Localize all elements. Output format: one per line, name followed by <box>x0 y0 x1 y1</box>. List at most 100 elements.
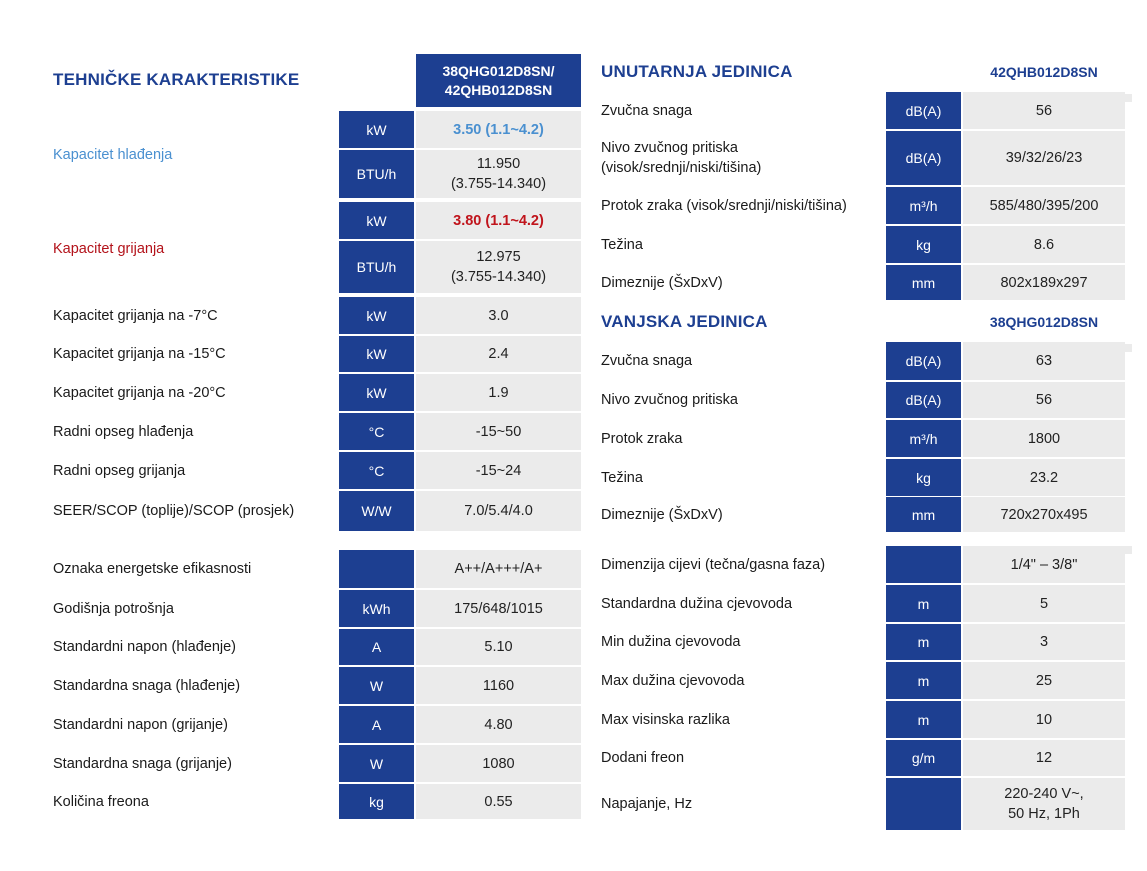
heating-kw-unit: kW <box>339 202 414 239</box>
spec-row-value: -15~24 <box>416 452 581 489</box>
piping-row-label: Standardna dužina cjevovoda <box>601 595 793 612</box>
piping-row-unit <box>886 778 961 830</box>
heating-btu-value: 12.975 (3.755-14.340) <box>416 241 581 293</box>
piping-row-label: Min dužina cjevovoda <box>601 634 741 650</box>
outdoor-row-unit: kg <box>886 459 961 496</box>
energy-row-value: 4.80 <box>416 706 581 743</box>
energy-row-value: A++/A+++/A+ <box>416 550 581 588</box>
outdoor-row-value: 720x270x495 <box>963 497 1125 532</box>
outdoor-row-label: Protok zraka <box>601 430 683 447</box>
outdoor-unit-title: VANJSKA JEDINICA <box>601 312 768 331</box>
combined-model-header: 38QHG012D8SN/ 42QHB012D8SN <box>416 54 581 107</box>
indoor-row-label: Nivo zvučnog pritiska (visok/srednji/nis… <box>601 140 762 176</box>
spec-row-label: Kapacitet grijanja na -20°C <box>53 384 226 401</box>
cooling-kw-value: 3.50 (1.1~4.2) <box>416 111 581 148</box>
outdoor-row-value: 56 <box>963 382 1125 418</box>
edge-marker <box>1124 94 1132 102</box>
heating-kw-value: 3.80 (1.1~4.2) <box>416 202 581 239</box>
indoor-unit-title: UNUTARNJA JEDINICA <box>601 62 793 81</box>
piping-row-label: Max visinska razlika <box>601 711 730 728</box>
indoor-row-unit: m³/h <box>886 187 961 224</box>
indoor-row-unit: dB(A) <box>886 92 961 129</box>
energy-row-label: Standardna snaga (grijanje) <box>53 755 232 772</box>
piping-row-value: 3 <box>963 624 1125 660</box>
energy-row-unit: A <box>339 629 414 665</box>
piping-row-label: Dodani freon <box>601 750 685 766</box>
piping-row-value: 1/4" – 3/8" <box>963 546 1125 583</box>
energy-row-unit <box>339 550 414 588</box>
energy-row-label: Godišnja potrošnja <box>53 600 174 617</box>
indoor-row-value: 56 <box>963 92 1125 129</box>
heating-btu-unit: BTU/h <box>339 241 414 293</box>
spec-row-unit: °C <box>339 413 414 450</box>
indoor-model-label: 42QHB012D8SN <box>990 64 1098 80</box>
indoor-row-unit: mm <box>886 265 961 300</box>
piping-row-value: 12 <box>963 740 1125 776</box>
spec-row-label: Kapacitet grijanja na -7°C <box>53 307 218 324</box>
spec-row-unit: W/W <box>339 491 414 531</box>
indoor-row-label: Protok zraka (visok/srednji/niski/tišina… <box>601 197 847 214</box>
indoor-row-unit: kg <box>886 226 961 263</box>
spec-row-unit: kW <box>339 336 414 372</box>
piping-row-unit: m <box>886 662 961 699</box>
spec-row-label: Kapacitet grijanja na -15°C <box>53 346 226 362</box>
outdoor-row-unit: dB(A) <box>886 342 961 380</box>
piping-row-value: 220-240 V~, 50 Hz, 1Ph <box>963 778 1125 830</box>
cooling-kw-unit: kW <box>339 111 414 148</box>
cooling-capacity-label: Kapacitet hlađenja <box>53 147 173 163</box>
energy-row-label: Oznaka energetske efikasnosti <box>53 561 252 577</box>
spec-row-value: 7.0/5.4/4.0 <box>416 491 581 531</box>
outdoor-row-value: 23.2 <box>963 459 1125 496</box>
indoor-row-value: 802x189x297 <box>963 265 1125 300</box>
spec-row-value: 1.9 <box>416 374 581 411</box>
heating-capacity-label: Kapacitet grijanja <box>53 241 165 257</box>
piping-row-unit: m <box>886 585 961 622</box>
spec-row-label: Radni opseg grijanja <box>53 462 186 479</box>
indoor-row-label: Zvučna snaga <box>601 102 693 119</box>
energy-row-unit: A <box>339 706 414 743</box>
spec-row-value: 3.0 <box>416 297 581 334</box>
energy-row-label: Standardni napon (grijanje) <box>53 716 228 733</box>
indoor-row-value: 8.6 <box>963 226 1125 263</box>
outdoor-row-label: Dimeznije (ŠxDxV) <box>601 506 723 523</box>
energy-row-unit: W <box>339 745 414 782</box>
spec-row-unit: kW <box>339 374 414 411</box>
energy-row-label: Standardna snaga (hlađenje) <box>53 677 241 694</box>
spec-row-label: Radni opseg hlađenja <box>53 423 194 440</box>
energy-row-label: Standardni napon (hlađenje) <box>53 639 236 655</box>
piping-row-label: Napajanje, Hz <box>601 796 693 812</box>
spec-row-unit: °C <box>339 452 414 489</box>
cooling-btu-unit: BTU/h <box>339 150 414 198</box>
energy-row-unit: W <box>339 667 414 704</box>
piping-row-value: 10 <box>963 701 1125 738</box>
spec-row-value: 2.4 <box>416 336 581 372</box>
specs-title: TEHNIČKE KARAKTERISTIKE <box>53 70 300 89</box>
energy-row-unit: kg <box>339 784 414 819</box>
indoor-row-value: 39/32/26/23 <box>963 131 1125 185</box>
outdoor-row-value: 63 <box>963 342 1125 380</box>
energy-row-unit: kWh <box>339 590 414 627</box>
indoor-row-value: 585/480/395/200 <box>963 187 1125 224</box>
piping-row-unit <box>886 546 961 583</box>
outdoor-row-label: Nivo zvučnog pritiska <box>601 392 738 408</box>
edge-marker <box>1124 344 1132 352</box>
spec-row-value: -15~50 <box>416 413 581 450</box>
piping-row-value: 25 <box>963 662 1125 699</box>
energy-row-value: 1080 <box>416 745 581 782</box>
outdoor-row-unit: m³/h <box>886 420 961 457</box>
energy-row-label: Količina freona <box>53 793 149 810</box>
piping-row-unit: m <box>886 701 961 738</box>
energy-row-value: 0.55 <box>416 784 581 819</box>
outdoor-row-label: Zvučna snaga <box>601 353 693 369</box>
indoor-row-unit: dB(A) <box>886 131 961 185</box>
outdoor-model-label: 38QHG012D8SN <box>989 314 1099 330</box>
outdoor-row-unit: dB(A) <box>886 382 961 418</box>
spec-row-unit: kW <box>339 297 414 334</box>
indoor-row-label: Težina <box>601 236 643 253</box>
piping-row-label: Dimenzija cijevi (tečna/gasna faza) <box>601 556 826 573</box>
outdoor-row-label: Težina <box>601 469 643 486</box>
outdoor-row-unit: mm <box>886 497 961 532</box>
spec-row-label: SEER/SCOP (toplije)/SCOP (prosjek) <box>53 503 295 519</box>
piping-row-label: Max dužina cjevovoda <box>601 672 745 689</box>
energy-row-value: 5.10 <box>416 629 581 665</box>
